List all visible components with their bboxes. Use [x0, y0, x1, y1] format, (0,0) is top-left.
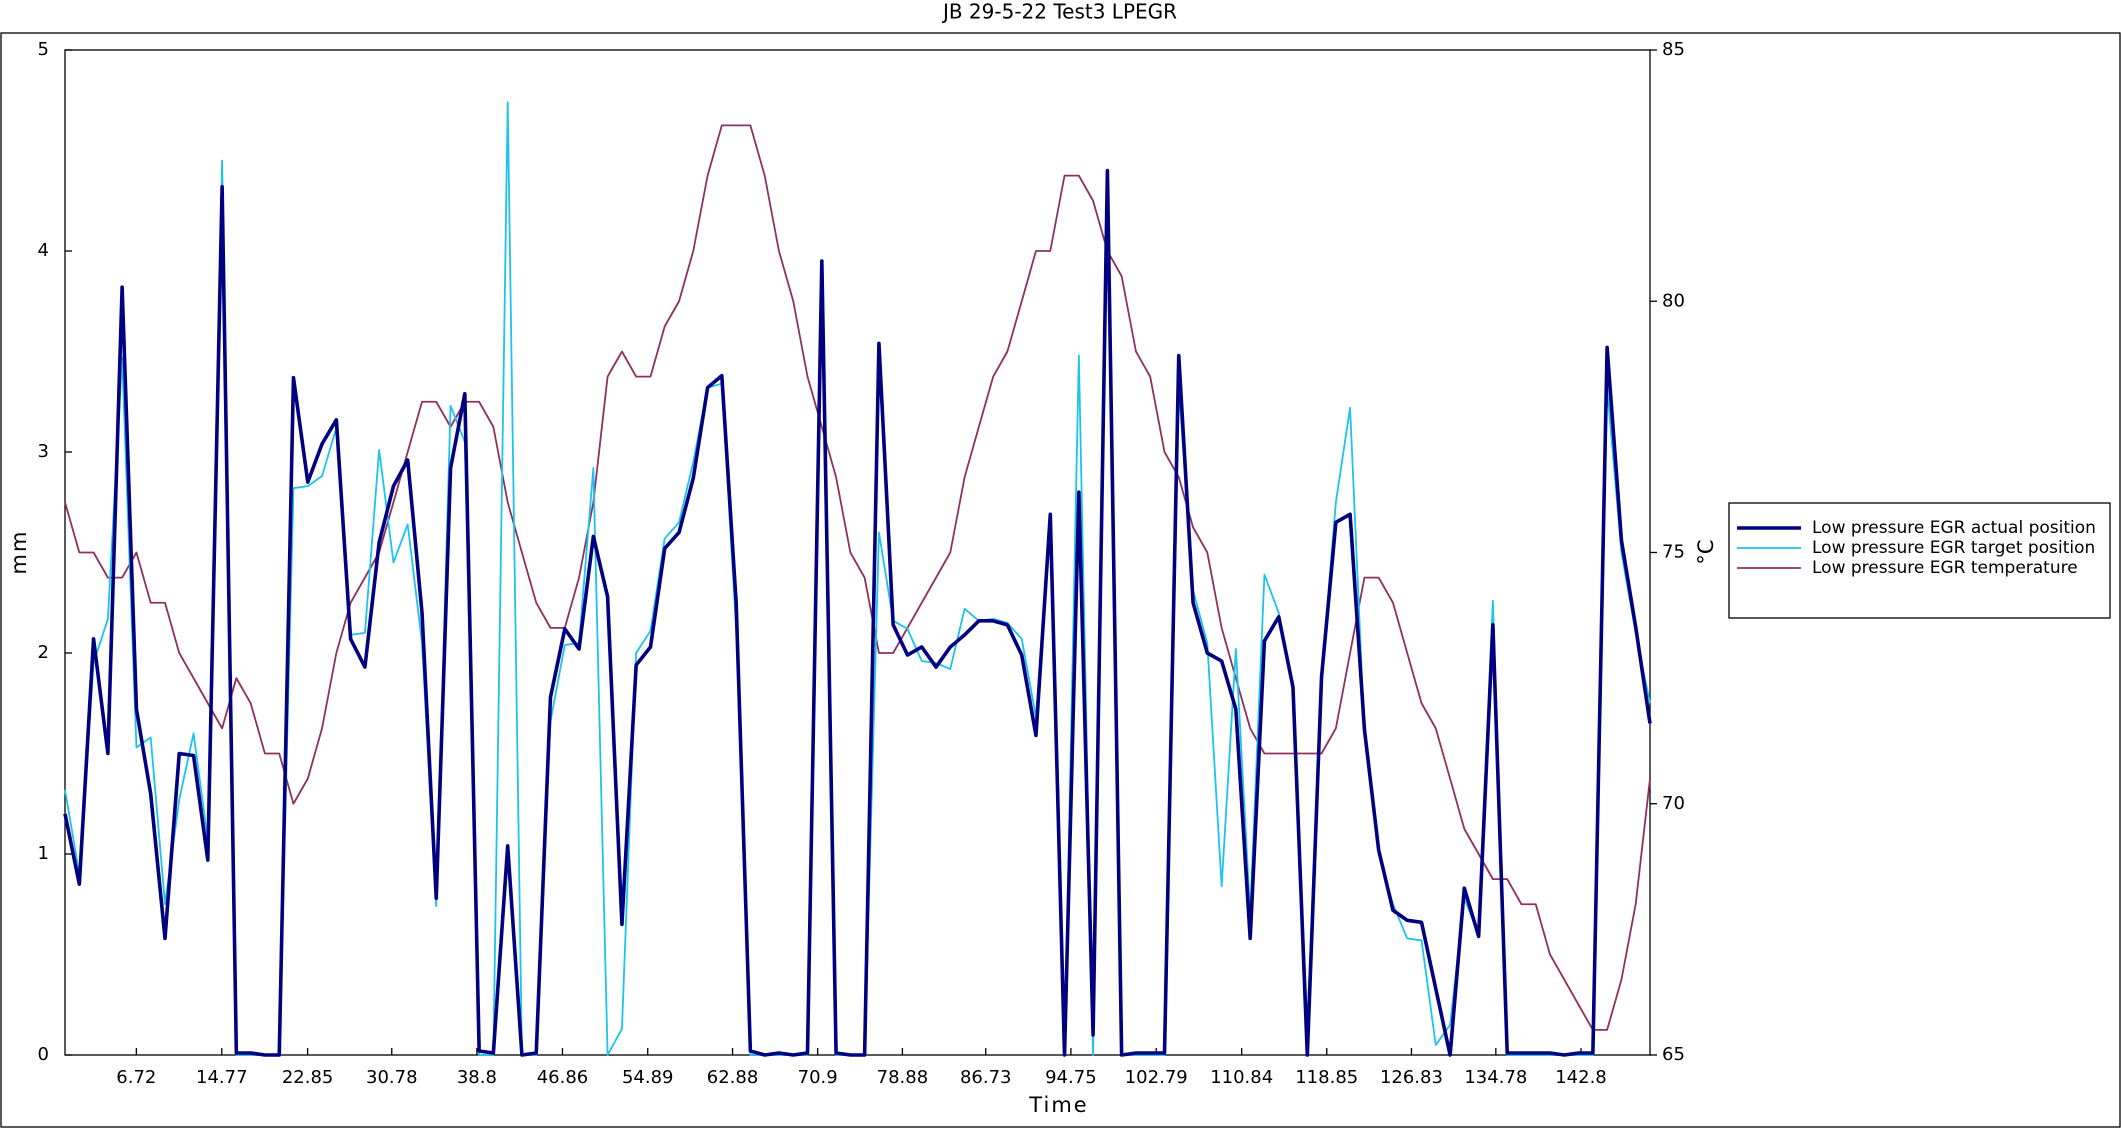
legend-label: Low pressure EGR target position: [1812, 538, 2095, 558]
x-axis-label: Time: [1028, 1093, 1088, 1117]
y2-tick-label: 80: [1662, 290, 1685, 311]
y-axis-label: mm: [7, 530, 31, 575]
y2-axis-label: °C: [1694, 539, 1718, 564]
series-line: [64, 124, 1651, 1031]
y2-tick-label: 85: [1662, 39, 1685, 60]
x-tick-label: 78.88: [877, 1067, 929, 1088]
x-tick-label: 86.73: [960, 1067, 1012, 1088]
x-tick-label: 6.72: [116, 1067, 156, 1088]
x-tick-label: 14.77: [196, 1067, 248, 1088]
y-tick-label: 3: [38, 441, 49, 462]
legend-box: [1728, 502, 2111, 619]
y2-tick-label: 70: [1662, 793, 1685, 814]
figure-frame: [0, 32, 2121, 1128]
plot-frame: [64, 49, 1651, 1056]
y-tick-label: 2: [38, 642, 49, 663]
x-tick-label: 102.79: [1125, 1067, 1188, 1088]
x-tick-label: 54.89: [622, 1067, 674, 1088]
y-tick-label: 5: [38, 39, 49, 60]
y-tick-label: 0: [38, 1044, 49, 1065]
x-tick-label: 134.78: [1464, 1067, 1527, 1088]
x-tick-label: 70.9: [798, 1067, 838, 1088]
y2-tick-label: 75: [1662, 542, 1685, 563]
x-tick-label: 126.83: [1380, 1067, 1443, 1088]
y-tick-label: 4: [38, 240, 49, 261]
x-tick-label: 110.84: [1210, 1067, 1273, 1088]
series-line: [64, 101, 1651, 1056]
x-tick-label: 142.8: [1555, 1067, 1607, 1088]
x-tick-label: 22.85: [282, 1067, 334, 1088]
x-tick-label: 118.85: [1295, 1067, 1358, 1088]
legend-label: Low pressure EGR temperature: [1812, 558, 2078, 578]
x-tick-label: 30.78: [366, 1067, 418, 1088]
legend-label: Low pressure EGR actual position: [1812, 518, 2096, 538]
x-tick-label: 94.75: [1045, 1067, 1097, 1088]
x-tick-label: 62.88: [707, 1067, 759, 1088]
x-tick-label: 38.8: [457, 1067, 497, 1088]
series-line: [63, 168, 1652, 1057]
chart-title: JB 29-5-22 Test3 LPEGR: [941, 0, 1177, 24]
y2-tick-label: 65: [1662, 1044, 1685, 1065]
x-tick-label: 46.86: [537, 1067, 589, 1088]
y-tick-label: 1: [38, 843, 49, 864]
